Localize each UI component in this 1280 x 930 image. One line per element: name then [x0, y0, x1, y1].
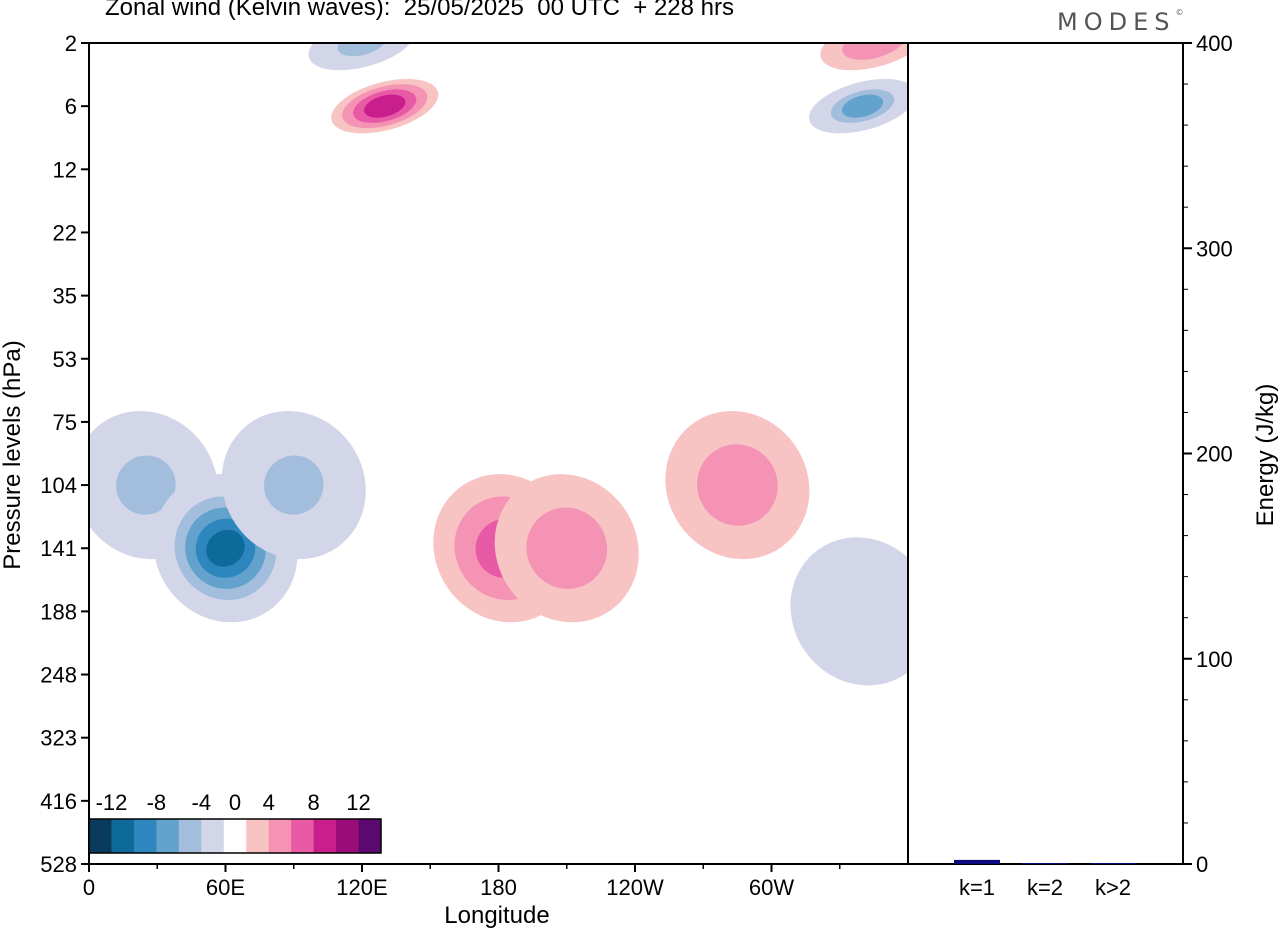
heatmap-field: [89, 43, 908, 686]
energy-tick-label: 200: [1196, 442, 1233, 467]
y-tick-label: 2: [65, 31, 77, 56]
colorbar-swatch: [156, 819, 180, 853]
colorbar-swatch: [268, 819, 292, 853]
colorbar-swatch: [246, 819, 270, 853]
colorbar-swatch: [223, 819, 247, 853]
x-tick-label: 0: [83, 875, 95, 900]
energy-category-label: k=1: [959, 875, 995, 900]
heatmap-contour: [790, 537, 908, 686]
y-tick-label: 12: [53, 157, 77, 182]
heatmap-contour: [116, 455, 176, 515]
colorbar-swatch: [89, 819, 112, 853]
energy-tick-label: 0: [1196, 852, 1208, 877]
energy-tick-label: 300: [1196, 236, 1233, 261]
y-tick-label: 22: [53, 220, 77, 245]
colorbar-swatch: [313, 819, 337, 853]
energy-bar: [954, 859, 1000, 864]
colorbar-swatch: [201, 819, 225, 853]
heatmap-contour: [841, 94, 884, 118]
chart-title: Zonal wind (Kelvin waves): 25/05/2025 00…: [105, 0, 734, 21]
colorbar-label: -8: [147, 790, 167, 815]
energy-category-label: k>2: [1095, 875, 1131, 900]
energy-bar: [1022, 863, 1068, 864]
y-tick-label: 6: [65, 94, 77, 119]
colorbar-swatch: [336, 819, 360, 853]
x-tick-label: 120W: [606, 875, 664, 900]
y-axis-ticks: 2 6 12 22 35 53 75 104 141 188 248 323 416 528: [40, 31, 89, 877]
colorbar-label: -4: [192, 790, 212, 815]
colorbar-swatch: [291, 819, 315, 853]
energy-axis-ticks: 0 100 200 300 400: [1183, 31, 1233, 877]
energy-bar: [1090, 862, 1136, 864]
colorbar: [88, 818, 382, 854]
y-tick-label: 104: [40, 473, 77, 498]
y-tick-label: 248: [40, 663, 77, 688]
colorbar-swatch: [358, 819, 382, 853]
colorbar-swatch: [178, 819, 202, 853]
heatmap-contour: [697, 444, 778, 526]
energy-categories: k=1 k=2 k>2: [959, 875, 1131, 900]
heatmap-contour: [337, 43, 387, 57]
x-axis-label: Longitude: [444, 902, 549, 929]
colorbar-labels: -12 -8 -4 0 4 8 12: [96, 790, 371, 815]
y-tick-label: 35: [53, 284, 77, 309]
energy-axis-label: Energy (J/kg): [1252, 384, 1279, 527]
heatmap-contour: [206, 529, 245, 567]
colorbar-swatch: [133, 819, 157, 853]
colorbar-label: 4: [263, 790, 275, 815]
y-tick-label: 141: [40, 536, 77, 561]
x-axis-ticks: 0 60E 120E 180 120W 60W: [83, 864, 841, 900]
x-tick-label: 120E: [336, 875, 387, 900]
heatmap-contour: [842, 43, 906, 60]
energy-frame: [907, 42, 1184, 865]
heatmap-contour: [364, 94, 406, 118]
colorbar-frame: [88, 818, 382, 854]
colorbar-label: 0: [229, 790, 241, 815]
heatmap-contour: [526, 507, 608, 589]
colorbar-label: -12: [96, 790, 128, 815]
y-tick-label: 75: [53, 410, 77, 435]
heatmap-contour: [263, 455, 324, 515]
y-tick-label: 188: [40, 599, 77, 624]
modes-logo: MODES©: [1057, 8, 1184, 36]
y-tick-label: 528: [40, 852, 77, 877]
x-tick-label: 180: [480, 875, 517, 900]
energy-tick-label: 400: [1196, 31, 1233, 56]
colorbar-label: 8: [307, 790, 319, 815]
y-axis-label: Pressure levels (hPa): [0, 340, 26, 569]
energy-tick-label: 100: [1196, 647, 1233, 672]
x-tick-label: 60E: [206, 875, 245, 900]
colorbar-swatch: [111, 819, 135, 853]
y-tick-label: 323: [40, 726, 77, 751]
colorbar-label: 12: [346, 790, 370, 815]
x-tick-label: 60W: [749, 875, 794, 900]
energy-bars: [954, 859, 1136, 864]
energy-category-label: k=2: [1027, 875, 1063, 900]
y-tick-label: 53: [53, 347, 77, 372]
y-tick-label: 416: [40, 789, 77, 814]
